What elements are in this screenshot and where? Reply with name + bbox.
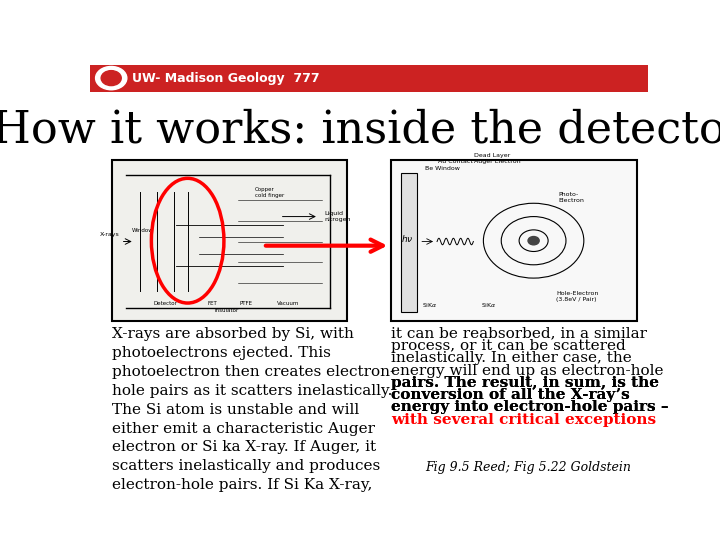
Text: energy will end up as electron-hole: energy will end up as electron-hole [392,363,664,377]
Text: Be Window: Be Window [425,166,459,171]
Text: pairs. The result, in sum, is the: pairs. The result, in sum, is the [392,376,660,390]
Text: Photo-
Electron: Photo- Electron [559,192,585,203]
Text: How it works: inside the detector: How it works: inside the detector [0,109,720,152]
Circle shape [96,66,127,90]
FancyBboxPatch shape [392,160,637,321]
Text: SiK$\alpha$: SiK$\alpha$ [422,301,438,309]
Text: conversion of all the X-ray’s: conversion of all the X-ray’s [392,388,630,402]
Text: Hole-Electron
(3.8eV / Pair): Hole-Electron (3.8eV / Pair) [556,292,598,302]
Text: X-rays: X-rays [99,232,120,238]
FancyBboxPatch shape [90,65,648,92]
Text: Dead Layer
Auger Electron: Dead Layer Auger Electron [474,153,521,164]
Text: Liquid
nitrogen: Liquid nitrogen [324,211,351,222]
Text: conversion of all the X-ray’s: conversion of all the X-ray’s [392,388,630,402]
Text: FET: FET [208,301,217,306]
Circle shape [101,71,121,85]
Text: pairs. The result, in sum, is the: pairs. The result, in sum, is the [392,376,660,390]
Text: inelastically. In either case, the: inelastically. In either case, the [392,352,632,366]
Text: process, or it can be scattered: process, or it can be scattered [392,339,626,353]
Text: SiK$\alpha$: SiK$\alpha$ [481,301,496,309]
Circle shape [528,237,539,245]
Text: Copper
cold finger: Copper cold finger [255,187,284,198]
Text: Fig 9.5 Reed; Fig 5.22 Goldstein: Fig 9.5 Reed; Fig 5.22 Goldstein [426,461,631,474]
Text: UW- Madison Geology  777: UW- Madison Geology 777 [132,72,320,85]
Text: Au Contact: Au Contact [438,159,472,164]
Text: Vacuum: Vacuum [277,301,300,306]
Text: energy into electron-hole pairs –: energy into electron-hole pairs – [392,401,669,414]
Text: with several critical exceptions: with several critical exceptions [392,413,657,427]
Text: $h\nu$: $h\nu$ [401,233,413,244]
Text: energy into electron-hole pairs –: energy into electron-hole pairs – [392,401,669,414]
Text: PTFE: PTFE [240,301,253,306]
Text: Window: Window [132,228,153,233]
Text: it can be reabsorbed, in a similar: it can be reabsorbed, in a similar [392,327,647,341]
Text: Insulator: Insulator [215,308,239,313]
Text: Detector: Detector [153,301,177,306]
FancyBboxPatch shape [401,173,417,312]
Text: X-rays are absorbed by Si, with
photoelectrons ejected. This
photoelectron then : X-rays are absorbed by Si, with photoele… [112,327,395,492]
FancyBboxPatch shape [112,160,347,321]
